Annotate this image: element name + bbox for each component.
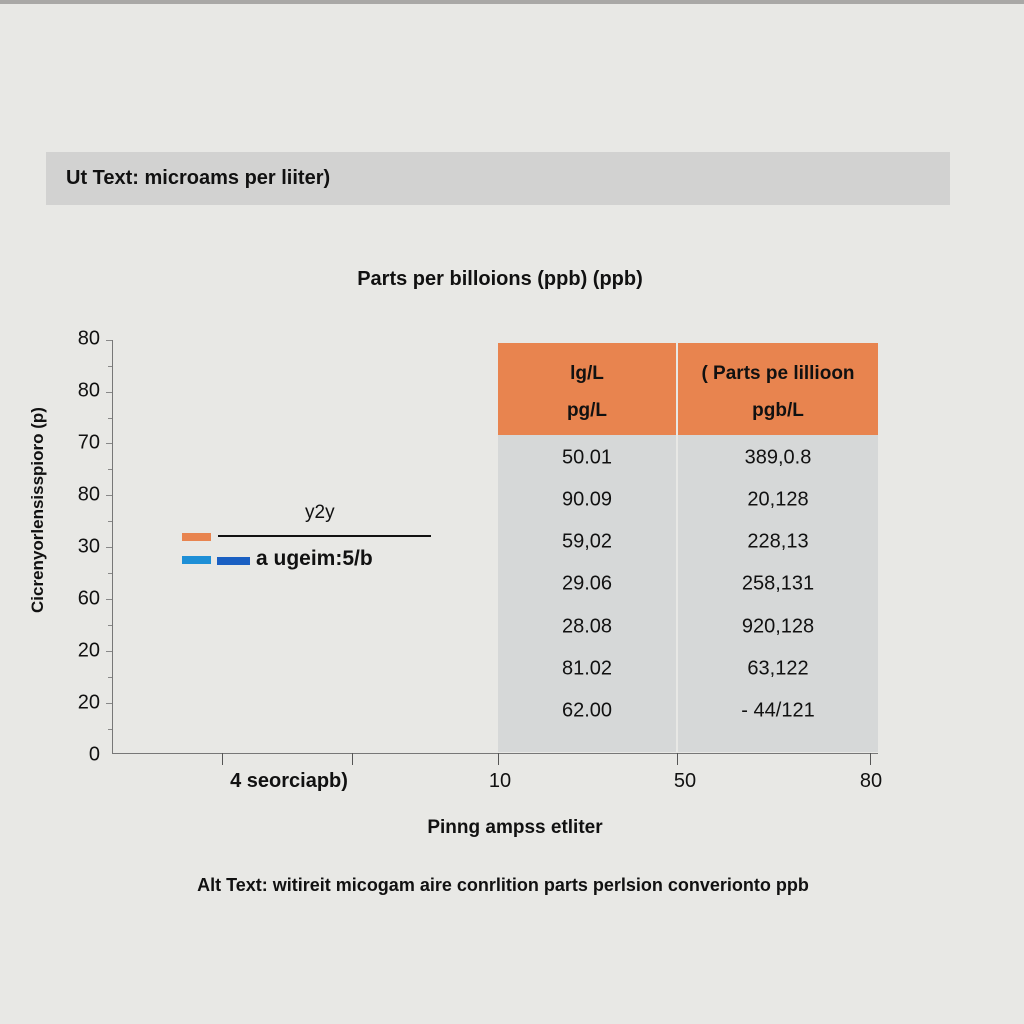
legend-title: y2y: [305, 502, 335, 523]
y-tick-minor: [108, 625, 112, 626]
x-tick-label: 10: [488, 770, 512, 792]
y-tick-minor: [108, 469, 112, 470]
table-cell: 258,131: [741, 572, 815, 595]
table-cell: 63,122: [747, 657, 809, 680]
header-line: pg/L: [566, 400, 608, 421]
table-cell: 228,13: [747, 530, 809, 553]
legend-divider: [218, 535, 431, 537]
y-tick-label: 20: [77, 691, 100, 714]
y-tick: [106, 392, 112, 393]
y-tick-label: 30: [77, 535, 100, 558]
y-tick: [106, 495, 112, 496]
x-tick: [352, 753, 353, 765]
top-edge: [0, 0, 1024, 4]
y-tick-minor: [108, 677, 112, 678]
legend-swatch-orange: [182, 533, 211, 541]
y-tick-minor: [108, 521, 112, 522]
header-line: pgb/L: [752, 400, 804, 421]
table-cell: 50.01: [561, 446, 613, 469]
table-cell: 29.06: [561, 572, 613, 595]
table-cell: 90.09: [561, 488, 613, 511]
y-tick: [106, 703, 112, 704]
banner-text: Ut Text: microams per liiter): [66, 167, 331, 189]
legend-swatch-dark-blue: [217, 557, 250, 565]
y-tick: [106, 443, 112, 444]
y-tick-label: 80: [77, 327, 100, 350]
chart-title: Parts per billoions (ppb) (ppb): [357, 268, 643, 290]
y-tick-label: 20: [77, 639, 100, 662]
header-line: ( Parts pe lillioon: [701, 363, 855, 384]
y-axis: [112, 340, 113, 753]
y-tick: [106, 651, 112, 652]
alt-text-caption: Alt Text: witireit micogam aire conrliti…: [197, 875, 809, 895]
x-axis-title: Pinng ampss etliter: [427, 817, 603, 838]
header-line: lg/L: [570, 363, 604, 384]
conversion-table: lg/L pg/L 50.01 90.09 59,02 29.06 28.08 …: [498, 343, 878, 753]
x-tick: [677, 753, 678, 765]
table-cell: - 44/121: [741, 699, 815, 722]
x-tick: [498, 753, 499, 765]
y-tick: [106, 340, 112, 341]
y-tick-label: 60: [77, 587, 100, 610]
table-cell: 920,128: [741, 615, 815, 638]
table-body: 389,0.8 20,128 228,13 258,131 920,128 63…: [678, 435, 878, 752]
y-tick: [106, 599, 112, 600]
table-cell: 81.02: [561, 657, 613, 680]
y-tick-minor: [108, 418, 112, 419]
table-header: ( Parts pe lillioon pgb/L: [678, 343, 878, 435]
table-body: 50.01 90.09 59,02 29.06 28.08 81.02 62.0…: [498, 435, 676, 752]
table-cell: 28.08: [561, 615, 613, 638]
y-tick-minor: [108, 366, 112, 367]
x-axis: [112, 753, 878, 754]
y-tick-minor: [108, 729, 112, 730]
y-axis-title: Cicrenyorlensisspioro (p): [28, 407, 47, 613]
table-cell: 389,0.8: [744, 446, 812, 469]
y-tick-label: 70: [77, 431, 100, 454]
y-tick: [106, 547, 112, 548]
legend-label: a ugeim:5/b: [256, 547, 373, 570]
table-cell: 59,02: [561, 530, 613, 553]
table-column-ug: lg/L pg/L 50.01 90.09 59,02 29.06 28.08 …: [498, 343, 676, 752]
x-tick: [870, 753, 871, 765]
x-tick-label: 50: [673, 770, 697, 792]
table-column-ppb: ( Parts pe lillioon pgb/L 389,0.8 20,128…: [678, 343, 878, 752]
y-tick-label: 0: [88, 743, 100, 766]
table-header: lg/L pg/L: [498, 343, 676, 435]
legend-swatch-light-blue: [182, 556, 211, 564]
y-tick-minor: [108, 573, 112, 574]
table-cell: 20,128: [747, 488, 809, 511]
y-tick-label: 80: [77, 483, 100, 506]
x-tick-label: 4 seorciapb): [230, 770, 348, 792]
x-tick: [222, 753, 223, 765]
header-banner: Ut Text: microams per liiter): [46, 152, 950, 205]
x-tick-label: 80: [859, 770, 883, 792]
table-cell: 62.00: [561, 699, 613, 722]
y-tick-label: 80: [77, 379, 100, 402]
